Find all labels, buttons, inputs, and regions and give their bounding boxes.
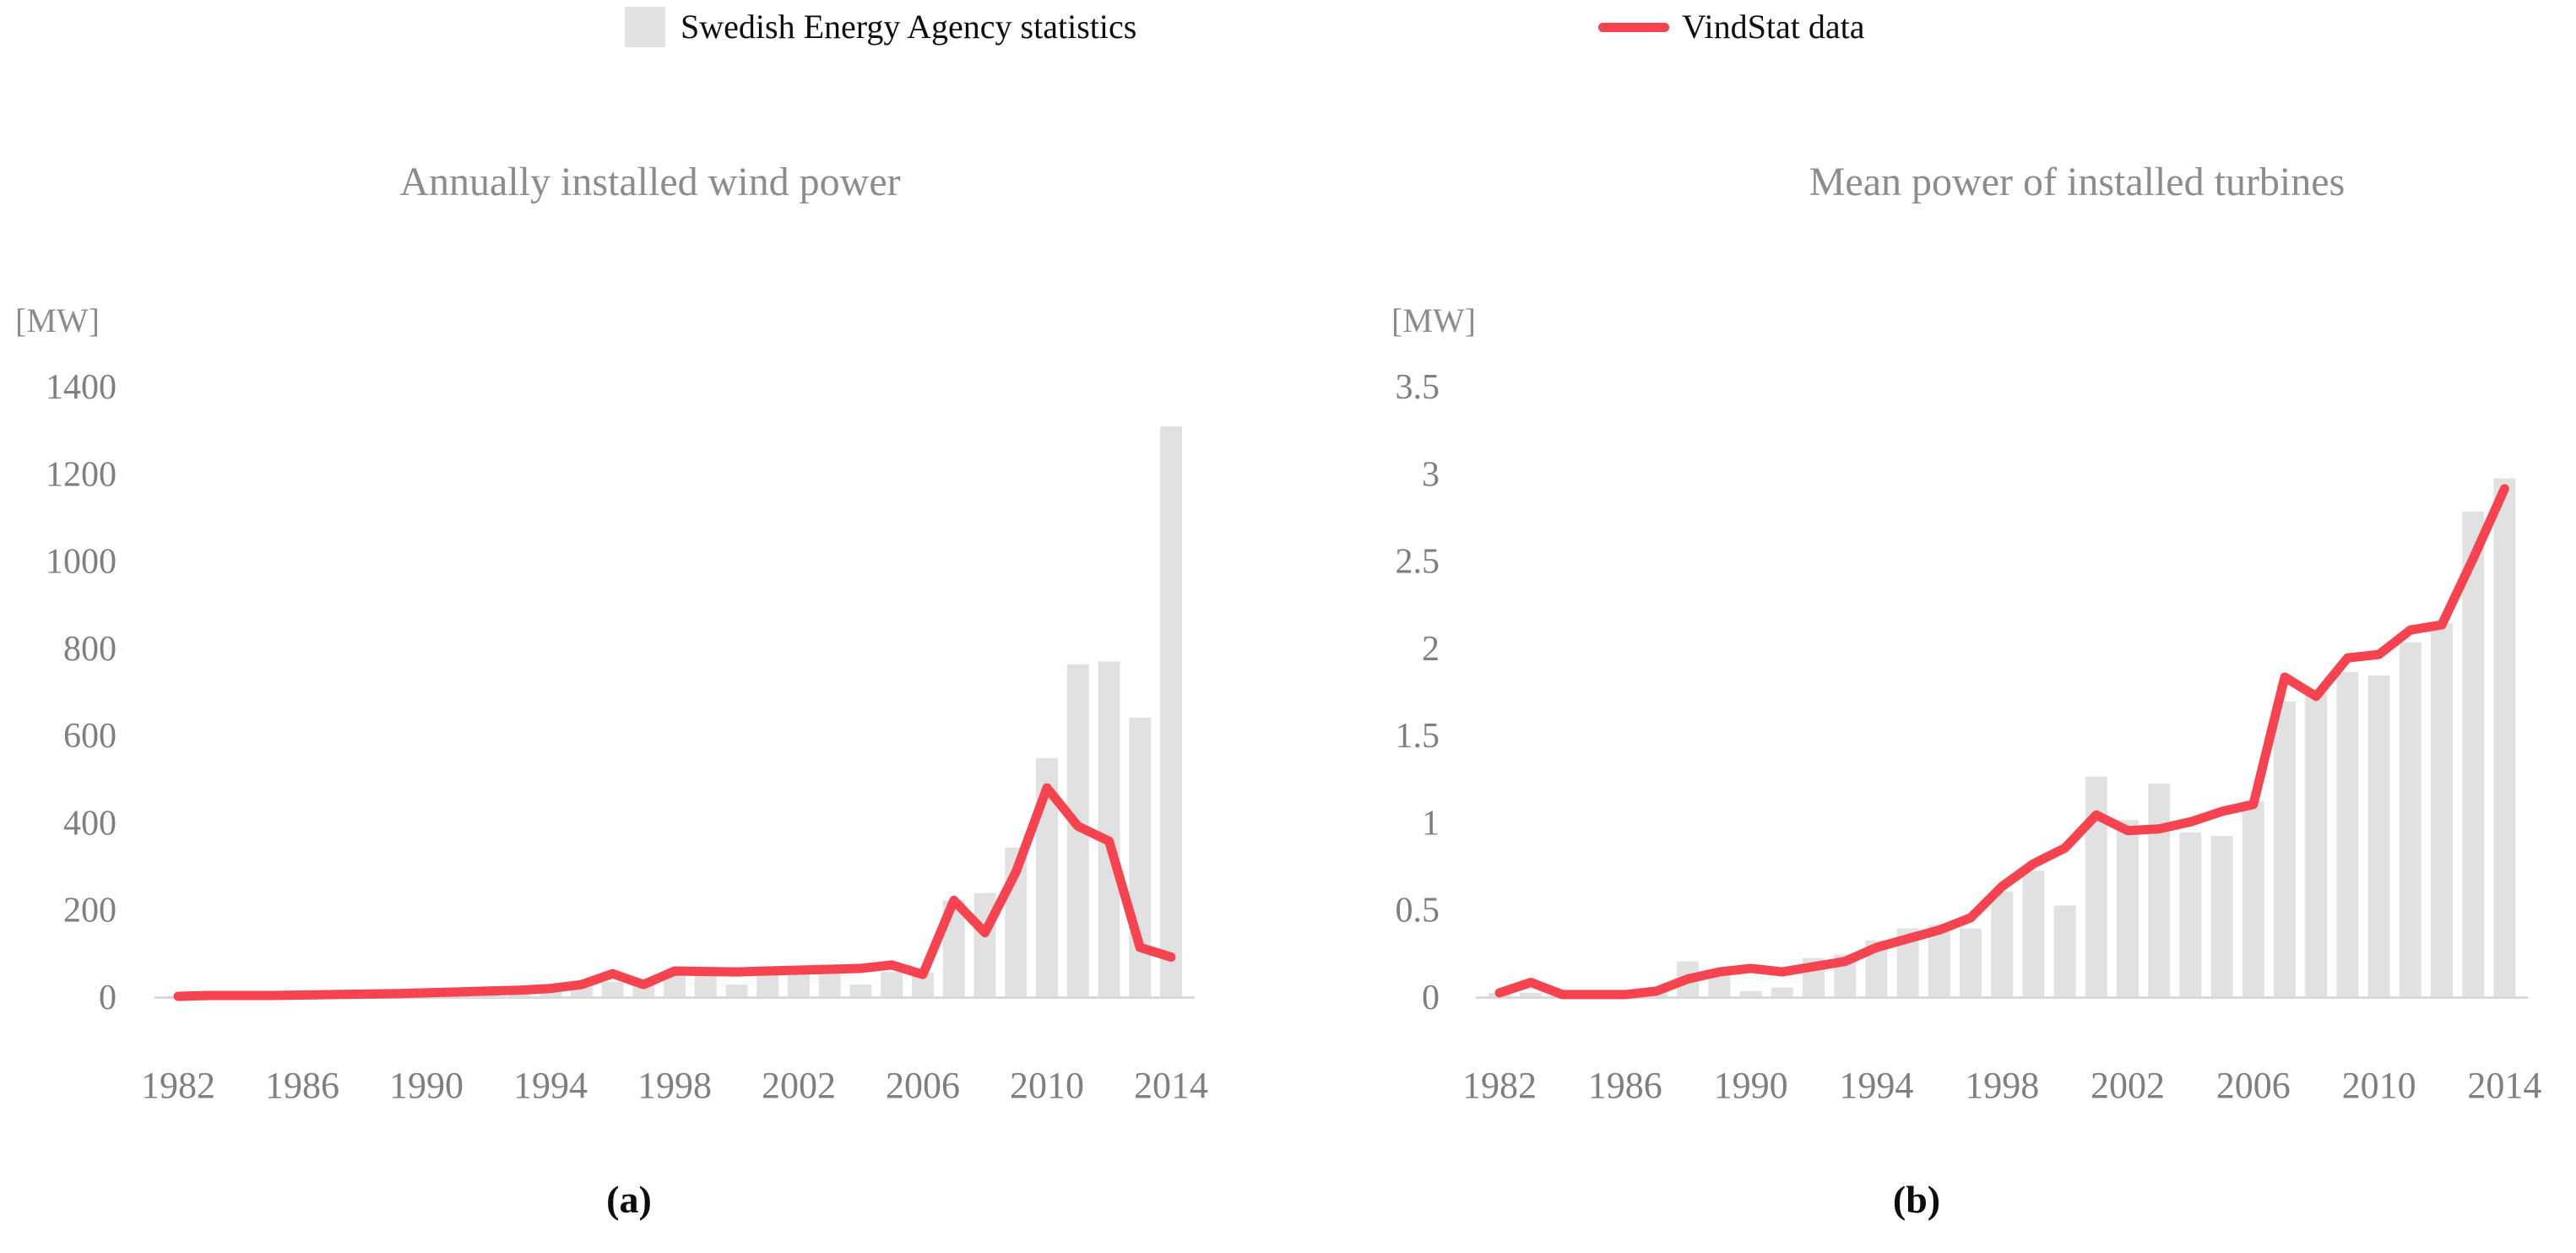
right-y-tick-2: 2 (1422, 630, 1440, 669)
right-bar-2009 (2336, 671, 2359, 996)
right-bar-1990 (1739, 990, 1762, 996)
right-bar-1997 (1960, 928, 1982, 996)
right-x-axis-line (1476, 996, 2529, 999)
right-x-tick-1994: 1994 (1839, 1065, 1913, 1106)
right-bar-2001 (2085, 776, 2107, 996)
left-vindstat-line (173, 783, 1176, 1001)
left-x-tick-2002: 2002 (762, 1065, 836, 1106)
left-bar-2012 (1098, 661, 1120, 996)
right-bar-2008 (2305, 692, 2328, 996)
right-bar-2002 (2117, 820, 2139, 996)
left-y-tick-0: 0 (99, 979, 117, 1017)
left-bar-2001 (757, 974, 779, 996)
left-x-tick-2006: 2006 (886, 1065, 960, 1106)
left-x-tick-2010: 2010 (1010, 1065, 1084, 1106)
right-bar-1991 (1771, 987, 1793, 996)
right-y-tick-0: 0 (1422, 979, 1440, 1017)
right-x-tick-2010: 2010 (2342, 1065, 2416, 1106)
left-y-axis-unit-label: [MW] (15, 301, 100, 339)
left-y-tick-1400: 1400 (46, 368, 117, 407)
right-x-tick-2006: 2006 (2216, 1065, 2291, 1106)
right-x-tick-1982: 1982 (1462, 1065, 1537, 1106)
right-bar-2007 (2274, 701, 2296, 996)
right-bar-2006 (2242, 800, 2264, 996)
line-swatch-icon (1598, 23, 1669, 32)
legend-bar-swatch (625, 7, 665, 47)
left-y-tick-200: 200 (63, 892, 117, 930)
right-vindstat-line (1494, 484, 2509, 1000)
left-y-tick-1200: 1200 (46, 455, 117, 494)
left-bar-1999 (694, 974, 717, 996)
right-bar-2005 (2210, 835, 2233, 996)
left-subfigure-caption: (a) (606, 1178, 652, 1221)
left-bar-1996 (601, 981, 624, 996)
left-x-tick-1994: 1994 (513, 1065, 588, 1106)
right-x-tick-1998: 1998 (1965, 1065, 2039, 1106)
left-x-tick-1986: 1986 (265, 1065, 339, 1106)
right-y-tick-1_5: 1.5 (1396, 717, 1440, 756)
left-bar-2003 (818, 972, 841, 996)
right-x-tick-2002: 2002 (2091, 1065, 2165, 1106)
left-x-tick-2014: 2014 (1134, 1065, 1208, 1106)
right-y-tick-2_5: 2.5 (1396, 543, 1440, 582)
right-bar-1999 (2022, 871, 2045, 996)
right-y-axis-unit-label: [MW] (1391, 301, 1476, 339)
right-chart-title: Mean power of installed turbines (1809, 160, 2346, 204)
legend-line-swatch (1598, 23, 1669, 32)
left-bar-2002 (788, 973, 810, 996)
left-y-tick-600: 600 (63, 717, 117, 756)
left-x-tick-1982: 1982 (141, 1065, 215, 1106)
left-bar-2004 (849, 984, 872, 996)
right-bar-2013 (2462, 511, 2485, 996)
right-x-tick-1986: 1986 (1588, 1065, 1662, 1106)
left-y-tick-1000: 1000 (46, 543, 117, 582)
right-y-tick-1: 1 (1422, 804, 1440, 843)
right-y-tick-3_5: 3.5 (1396, 368, 1440, 407)
right-bar-2003 (2148, 783, 2171, 996)
right-bar-2004 (2179, 832, 2202, 996)
left-bar-2014 (1160, 426, 1182, 997)
left-x-tick-1998: 1998 (637, 1065, 712, 1106)
right-bar-1983 (1520, 992, 1543, 996)
right-x-tick-1990: 1990 (1714, 1065, 1788, 1106)
legend-series1-label: Swedish Energy Agency statistics (681, 8, 1137, 46)
left-bar-1994 (540, 990, 561, 996)
left-bar-2000 (725, 984, 748, 996)
bar-swatch-icon (625, 7, 665, 47)
right-x-tick-2014: 2014 (2467, 1065, 2541, 1106)
left-x-axis-line (155, 996, 1195, 999)
left-bar-2005 (881, 972, 903, 996)
right-bar-2000 (2053, 905, 2076, 996)
right-bar-1998 (1991, 892, 2014, 996)
left-y-tick-400: 400 (63, 804, 117, 843)
right-bar-2010 (2367, 675, 2390, 996)
right-bar-2014 (2493, 478, 2516, 996)
left-x-tick-1990: 1990 (389, 1065, 464, 1106)
left-y-tick-800: 800 (63, 630, 117, 669)
right-y-tick-0_5: 0.5 (1396, 892, 1440, 930)
left-chart-title: Annually installed wind power (399, 160, 901, 204)
right-subfigure-caption: (b) (1892, 1178, 1941, 1221)
legend-series2-label: VindStat data (1682, 8, 1865, 46)
right-bar-2011 (2399, 642, 2421, 996)
right-y-tick-3: 3 (1422, 455, 1440, 494)
right-bar-2012 (2431, 622, 2453, 996)
